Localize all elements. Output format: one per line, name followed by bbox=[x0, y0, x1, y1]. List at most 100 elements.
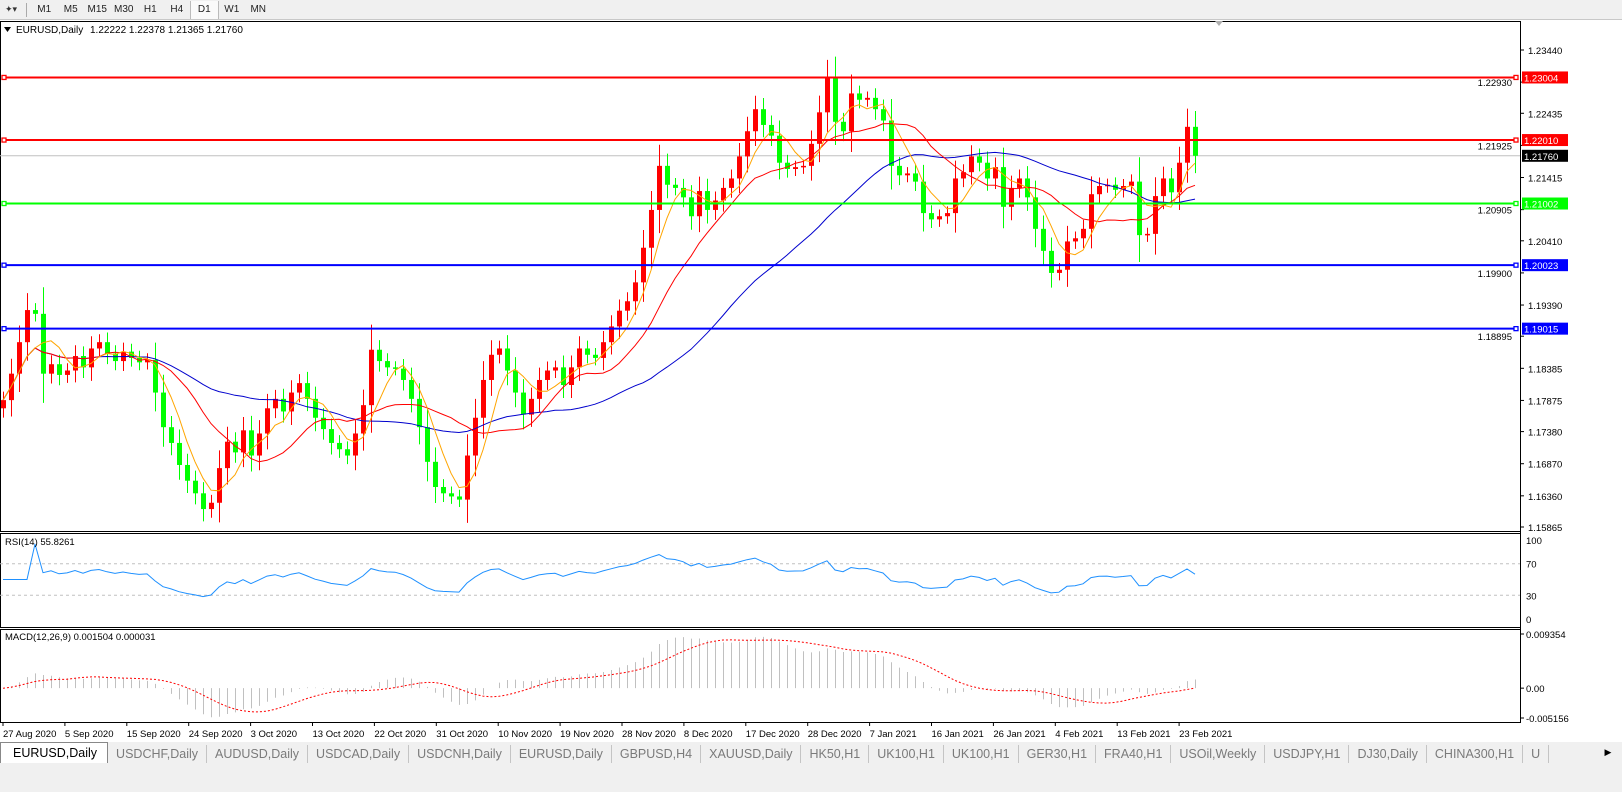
chart-window[interactable]: 1.23440 1.22930 1.22435 1.21925 1.21415 1.209… bbox=[0, 0, 1622, 742]
candle bbox=[73, 345, 78, 383]
candle-body bbox=[1033, 197, 1038, 229]
candle-body bbox=[81, 356, 86, 368]
timeframe-mn-button[interactable]: MN bbox=[250, 3, 267, 15]
chart-tab[interactable]: GBPUSD,H4 bbox=[612, 745, 702, 763]
level-price-tag bbox=[1522, 71, 1568, 84]
candle bbox=[473, 398, 478, 477]
chart-tab[interactable]: XAUUSD,Daily bbox=[701, 745, 802, 763]
timeframe-m15-button[interactable]: M15 bbox=[87, 3, 107, 15]
candle-body bbox=[561, 367, 566, 386]
candle-body bbox=[1137, 181, 1142, 236]
candle bbox=[1137, 157, 1142, 262]
candle-body bbox=[953, 178, 958, 214]
date-tick-label: 17 Dec 2020 bbox=[746, 729, 800, 740]
chart-tab[interactable]: USDCHF,Daily bbox=[108, 745, 207, 763]
date-tick-label: 19 Nov 2020 bbox=[560, 729, 614, 740]
date-tick-label: 13 Feb 2021 bbox=[1117, 729, 1170, 740]
candle-body bbox=[1153, 196, 1158, 234]
candle bbox=[897, 156, 902, 186]
candle-body bbox=[553, 367, 558, 371]
date-tick-label: 23 Feb 2021 bbox=[1179, 729, 1232, 740]
timeframe-m1-button[interactable]: M1 bbox=[37, 3, 52, 15]
candle bbox=[377, 340, 382, 372]
candle-body bbox=[361, 405, 366, 434]
chart-tab[interactable]: USDCNH,Daily bbox=[409, 745, 511, 763]
candle bbox=[153, 342, 158, 412]
candle bbox=[193, 470, 198, 505]
date-tick-label: 7 Jan 2021 bbox=[870, 729, 917, 740]
candle-body bbox=[889, 120, 894, 166]
chart-tab[interactable]: UK100,H1 bbox=[944, 745, 1019, 763]
chart-tab[interactable]: USDJPY,H1 bbox=[1265, 745, 1350, 763]
candle bbox=[969, 145, 974, 185]
candle bbox=[441, 479, 446, 502]
chart-tab[interactable]: EURUSD,Daily bbox=[0, 742, 109, 763]
level-price-tag bbox=[1522, 197, 1568, 210]
chart-tab[interactable]: UK100,H1 bbox=[869, 745, 944, 763]
candle bbox=[145, 353, 150, 370]
timeframe-h1-button[interactable]: H1 bbox=[143, 3, 157, 15]
candle bbox=[265, 393, 270, 450]
chart-background bbox=[0, 20, 1622, 742]
date-tick-label: 31 Oct 2020 bbox=[436, 729, 488, 740]
date-tick-label: 16 Jan 2021 bbox=[932, 729, 984, 740]
candle-body bbox=[1177, 162, 1182, 193]
chart-shift-marker-icon[interactable] bbox=[1215, 21, 1223, 26]
candle bbox=[521, 379, 526, 430]
chart-tab[interactable]: AUDUSD,Daily bbox=[207, 745, 309, 763]
chart-tab[interactable]: FRA40,H1 bbox=[1096, 745, 1172, 763]
collapse-triangle-icon[interactable] bbox=[4, 27, 11, 32]
timeframe-toolbar: ✦▾ M1 M5 M15 M30 H1 H4 D1 W1 MN bbox=[0, 0, 1622, 20]
candle-body bbox=[41, 313, 46, 374]
candle bbox=[65, 363, 70, 383]
candle-body bbox=[233, 441, 238, 453]
timeframe-m5-button[interactable]: M5 bbox=[63, 3, 78, 15]
chart-tab[interactable]: USDCAD,Daily bbox=[308, 745, 410, 763]
candle-body bbox=[609, 326, 614, 343]
price-tick-label: 1.15865 bbox=[1528, 523, 1562, 534]
candle-body bbox=[881, 109, 886, 121]
candle bbox=[345, 441, 350, 465]
candle-body bbox=[169, 427, 174, 443]
candle bbox=[545, 361, 550, 390]
candle bbox=[945, 206, 950, 224]
candle-body bbox=[665, 165, 670, 185]
candle bbox=[1097, 177, 1102, 204]
chart-tab[interactable]: HK50,H1 bbox=[801, 745, 870, 763]
chart-tab[interactable]: USOil,Weekly bbox=[1171, 745, 1266, 763]
chart-tab[interactable]: U bbox=[1523, 745, 1550, 763]
timeframe-m30-button[interactable]: M30 bbox=[114, 3, 134, 15]
candle-body bbox=[465, 455, 470, 500]
crosshair-dropdown-icon[interactable]: ✦▾ bbox=[4, 4, 18, 14]
tab-scroll-right-icon[interactable]: ▶ bbox=[1594, 742, 1622, 763]
slow-moving-average-line bbox=[2, 151, 1196, 434]
chart-tab[interactable]: GER30,H1 bbox=[1019, 745, 1097, 763]
chart-tab[interactable]: CHINA300,H1 bbox=[1427, 745, 1524, 763]
candle bbox=[1009, 175, 1014, 221]
candle-body bbox=[681, 187, 686, 198]
timeframe-w1-button[interactable]: W1 bbox=[224, 3, 240, 15]
candle-body bbox=[673, 184, 678, 188]
candle bbox=[681, 178, 686, 208]
candle bbox=[985, 151, 990, 191]
candle-body bbox=[817, 112, 822, 144]
candle-body bbox=[473, 417, 478, 456]
candle-body bbox=[1081, 228, 1086, 239]
timeframe-d1-button[interactable]: D1 bbox=[190, 0, 219, 19]
candle bbox=[577, 336, 582, 381]
level-price-label: 1.19015 bbox=[1524, 325, 1558, 336]
candle bbox=[161, 374, 166, 447]
candle-body bbox=[785, 162, 790, 170]
candle bbox=[801, 159, 806, 174]
date-tick-label: 26 Jan 2021 bbox=[993, 729, 1045, 740]
candle-body bbox=[745, 131, 750, 157]
chart-tab[interactable]: DJ30,Daily bbox=[1349, 745, 1427, 763]
price-pane[interactable]: 1.23440 1.22930 1.22435 1.21925 1.21415 1.209… bbox=[0, 21, 1568, 722]
candle-body bbox=[1073, 238, 1078, 242]
level-price-label: 1.23004 bbox=[1524, 73, 1558, 84]
chart-tab[interactable]: EURUSD,Daily bbox=[511, 745, 612, 763]
candle bbox=[217, 450, 222, 523]
candle-body bbox=[73, 356, 78, 371]
timeframe-h4-button[interactable]: H4 bbox=[170, 3, 184, 15]
candle bbox=[1041, 215, 1046, 266]
